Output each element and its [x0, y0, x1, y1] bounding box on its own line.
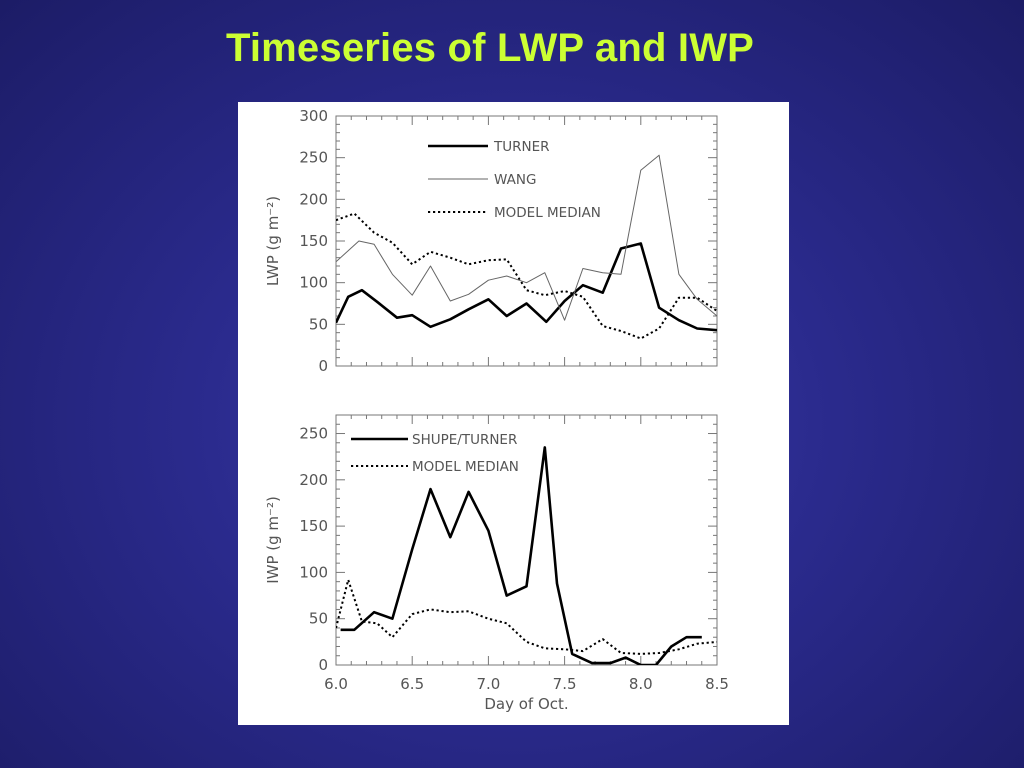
legend-label: SHUPE/TURNER	[412, 432, 517, 448]
y-tick-label: 100	[299, 274, 328, 292]
y-tick-label: 250	[299, 149, 328, 167]
y-tick-label: 300	[299, 107, 328, 125]
x-tick-label: 7.0	[476, 675, 500, 693]
legend-label: WANG	[494, 172, 536, 188]
y-tick-label: 50	[309, 610, 328, 628]
series-line-wang	[336, 154, 717, 321]
y-tick-label: 100	[299, 563, 328, 581]
chart-svg: 0 50 100 150 200 250 300 LWP (g m⁻²) TURNER WANG M…	[264, 107, 729, 713]
y-tick-label: 200	[299, 190, 328, 208]
chart-figure: 0 50 100 150 200 250 300 LWP (g m⁻²) TURNER WANG M…	[238, 102, 789, 725]
x-tick-label: 7.5	[553, 675, 577, 693]
y-tick-label: 250	[299, 425, 328, 443]
slide-title: Timeseries of LWP and IWP	[225, 26, 755, 70]
y-tick-label: 0	[318, 357, 328, 375]
legend-label: TURNER	[493, 139, 550, 155]
y-tick-label: 200	[299, 471, 328, 489]
plot-frame	[335, 414, 718, 666]
series-line-model-median	[336, 212, 717, 340]
x-tick-label: 8.0	[629, 675, 653, 693]
y-tick-label: 50	[309, 315, 328, 333]
legend-label: MODEL MEDIAN	[494, 205, 601, 221]
series-line-shupe-turner	[340, 446, 702, 665]
series-line-turner	[336, 242, 717, 332]
series-line-model-median	[336, 578, 717, 655]
x-tick-label: 6.0	[324, 675, 348, 693]
y-tick-label: 150	[299, 232, 328, 250]
y-axis-label: IWP (g m⁻²)	[264, 496, 282, 584]
y-tick-label: 0	[318, 656, 328, 674]
x-tick-label: 6.5	[400, 675, 424, 693]
x-tick-label: 8.5	[705, 675, 729, 693]
y-tick-label: 150	[299, 517, 328, 535]
y-axis-label: LWP (g m⁻²)	[264, 196, 282, 286]
x-axis-label: Day of Oct.	[484, 695, 568, 713]
legend-label: MODEL MEDIAN	[412, 459, 519, 475]
